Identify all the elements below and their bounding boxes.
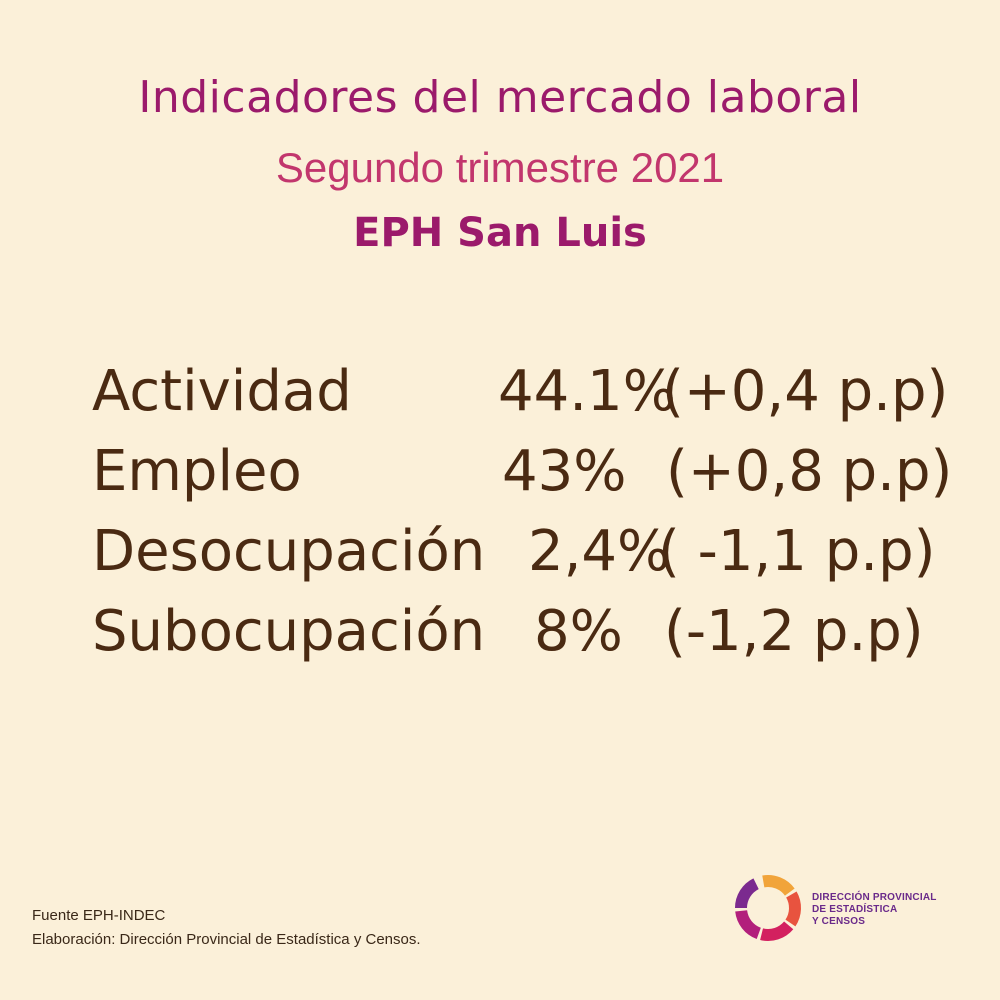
indicator-name: Desocupación	[92, 519, 486, 584]
indicators-list: Actividad 44.1% (+0,4 p.p) Empleo 43% (+…	[92, 352, 952, 672]
logo-line: DIRECCIÓN PROVINCIAL	[812, 892, 937, 903]
indicator-name: Empleo	[92, 439, 302, 504]
indicator-row-empleo: Empleo 43% (+0,8 p.p)	[92, 432, 952, 512]
logo-line: DE ESTADÍSTICA	[812, 904, 898, 915]
indicator-change: (-1,2 p.p)	[664, 599, 924, 664]
segmented-ring-icon	[735, 875, 801, 941]
agency-logo: DIRECCIÓN PROVINCIAL DE ESTADÍSTICA Y CE…	[732, 872, 972, 952]
indicator-row-subocupacion: Subocupación 8% (-1,2 p.p)	[92, 592, 952, 672]
indicator-row-actividad: Actividad 44.1% (+0,4 p.p)	[92, 352, 952, 432]
indicator-value: 44.1%	[498, 359, 676, 424]
indicator-change: ( -1,1 p.p)	[658, 519, 936, 584]
footer: Fuente EPH-INDEC Elaboración: Dirección …	[32, 904, 421, 952]
region-title: EPH San Luis	[353, 210, 647, 256]
indicator-value: 2,4%	[528, 519, 671, 584]
indicator-value: 8%	[534, 599, 623, 664]
logo-line: Y CENSOS	[812, 916, 866, 927]
indicator-name: Subocupación	[92, 599, 486, 664]
page-subtitle: Segundo trimestre 2021	[275, 144, 725, 191]
indicator-name: Actividad	[92, 359, 352, 424]
indicator-row-desocupacion: Desocupación 2,4% ( -1,1 p.p)	[92, 512, 952, 592]
logo-text: DIRECCIÓN PROVINCIAL DE ESTADÍSTICA Y CE…	[812, 892, 937, 928]
page-title: Indicadores del mercado laboral	[138, 72, 862, 123]
footer-elaboration: Elaboración: Dirección Provincial de Est…	[32, 931, 421, 948]
indicator-change: (+0,8 p.p)	[666, 439, 953, 504]
indicator-change: (+0,4 p.p)	[662, 359, 949, 424]
indicator-value: 43%	[502, 439, 627, 504]
footer-source: Fuente EPH-INDEC	[32, 907, 166, 924]
